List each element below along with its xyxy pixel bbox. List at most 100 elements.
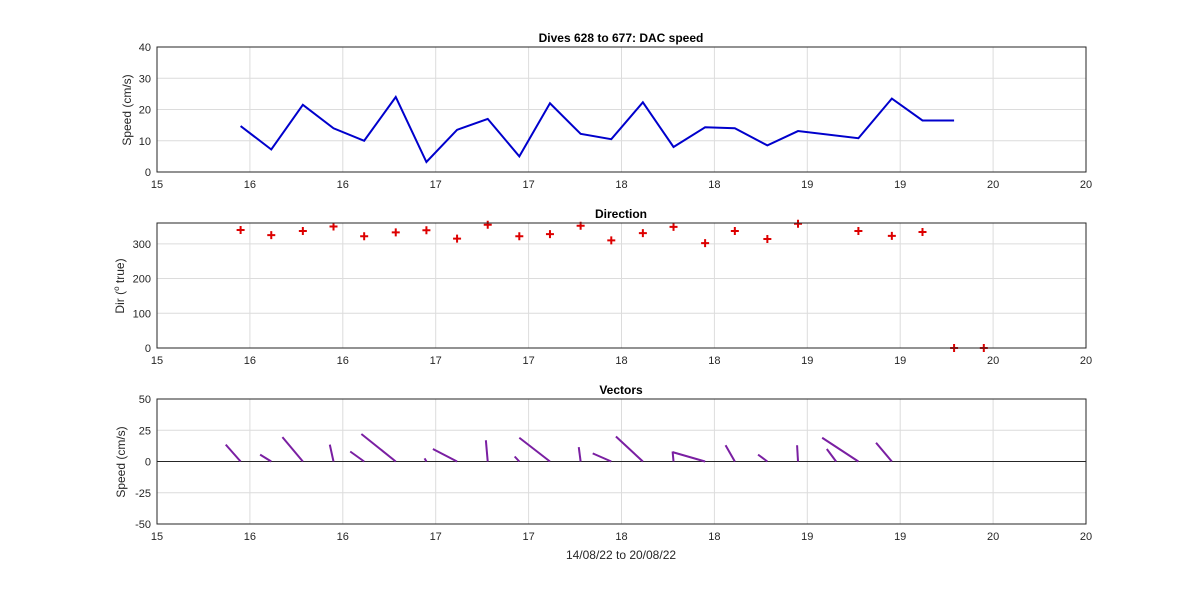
- speed-panel: 15 16 16 17 17 18 18 19 19 20 20 0 10 20 30 40 Dives 62…: [120, 31, 1092, 191]
- speed-x-tick-label: 17: [430, 179, 442, 191]
- vectors-x-tick-label: 18: [708, 531, 720, 543]
- direction-y-tick-label: 100: [133, 308, 151, 320]
- speed-x-tick-label: 19: [801, 179, 813, 191]
- vector-arrow: [592, 452, 612, 463]
- vector-arrow: [224, 443, 242, 463]
- vectors-x-tick-label: 15: [151, 531, 163, 543]
- vectors-y-tick-label: 25: [139, 425, 151, 437]
- direction-y-axis-label: Dir (o true): [112, 258, 127, 313]
- vectors-panel: 15 16 16 17 17 18 18 19 19 20 20 -50 -25 0 25 50 Vector…: [114, 383, 1092, 562]
- direction-chart-title: Direction: [595, 207, 647, 221]
- direction-point: [298, 226, 307, 235]
- speed-series-line: [240, 95, 955, 164]
- speed-y-tick-label: 40: [139, 42, 151, 54]
- vectors-x-tick-label: 18: [615, 531, 627, 543]
- vectors-y-axis-label: Speed (cm/s): [114, 426, 128, 497]
- vectors-chart-title: Vectors: [599, 383, 643, 397]
- speed-axes-box: [156, 46, 1087, 173]
- vectors-x-tick-label: 17: [430, 531, 442, 543]
- speed-chart-title: Dives 628 to 677: DAC speed: [539, 31, 704, 45]
- vector-arrow: [577, 446, 582, 462]
- vectors-x-tick-label: 19: [801, 531, 813, 543]
- direction-x-tick-label: 20: [1080, 355, 1092, 367]
- direction-y-tick-label: 0: [145, 343, 151, 355]
- direction-point: [607, 236, 616, 245]
- direction-point: [918, 228, 927, 237]
- vector-arrow: [484, 440, 489, 462]
- direction-x-tick-label: 17: [430, 355, 442, 367]
- direction-point: [483, 220, 492, 229]
- direction-x-tick-label: 18: [615, 355, 627, 367]
- direction-x-tick-label: 15: [151, 355, 163, 367]
- direction-point: [453, 234, 462, 243]
- direction-x-tick-label: 17: [522, 355, 534, 367]
- vectors-axes-box: [156, 398, 1087, 525]
- vector-arrow: [513, 455, 521, 463]
- direction-axes-box: [156, 222, 1087, 349]
- vector-arrow: [615, 435, 644, 463]
- vector-arrow: [432, 448, 458, 463]
- vector-arrow: [349, 450, 365, 463]
- vectors-x-tick-label: 17: [522, 531, 534, 543]
- vector-arrow: [757, 453, 768, 463]
- vector-arrow: [328, 444, 335, 462]
- vectors-x-tick-label: 20: [987, 531, 999, 543]
- direction-point: [763, 234, 772, 243]
- speed-x-tick-label: 15: [151, 179, 163, 191]
- vectors-y-tick-label: 0: [145, 457, 151, 469]
- speed-x-tick-label: 16: [337, 179, 349, 191]
- vectors-y-tick-label: -50: [135, 519, 151, 531]
- direction-point: [422, 226, 431, 235]
- direction-x-tick-label: 20: [987, 355, 999, 367]
- vector-arrow: [281, 436, 304, 463]
- direction-point: [794, 219, 803, 228]
- direction-y-axis-label-degree: o: [112, 286, 121, 291]
- speed-x-tick-label: 19: [894, 179, 906, 191]
- direction-x-tick-label: 19: [894, 355, 906, 367]
- direction-y-tick-label: 200: [133, 274, 151, 286]
- direction-point: [391, 228, 400, 237]
- vector-arrow: [259, 453, 272, 463]
- direction-y-axis-label-main: Dir (: [113, 291, 127, 314]
- speed-x-tick-label: 18: [615, 179, 627, 191]
- speed-x-tick-label: 16: [244, 179, 256, 191]
- direction-point: [887, 231, 896, 240]
- direction-point: [360, 232, 369, 241]
- direction-y-axis-label-rest: true): [113, 258, 127, 286]
- vector-arrow: [360, 433, 397, 463]
- direction-point: [854, 226, 863, 235]
- direction-point: [701, 239, 710, 248]
- vectors-x-tick-label: 16: [337, 531, 349, 543]
- direction-point: [329, 222, 338, 231]
- direction-x-tick-label: 16: [244, 355, 256, 367]
- direction-x-tick-label: 16: [337, 355, 349, 367]
- direction-x-tick-label: 19: [801, 355, 813, 367]
- vectors-x-tick-label: 19: [894, 531, 906, 543]
- speed-x-tick-label: 20: [987, 179, 999, 191]
- direction-point: [515, 232, 524, 241]
- vectors-y-tick-label: 50: [139, 394, 151, 406]
- vector-arrow: [423, 457, 428, 463]
- direction-point: [267, 231, 276, 240]
- speed-y-axis-label: Speed (cm/s): [120, 74, 134, 145]
- direction-point: [236, 225, 245, 234]
- vector-arrow: [518, 436, 551, 463]
- vectors-x-tick-label: 20: [1080, 531, 1092, 543]
- speed-y-tick-label: 20: [139, 105, 151, 117]
- vector-arrow: [821, 436, 859, 463]
- speed-x-tick-label: 18: [708, 179, 720, 191]
- vector-arrow: [724, 444, 736, 462]
- vectors-x-tick-label: 16: [244, 531, 256, 543]
- direction-point: [545, 230, 554, 239]
- vectors-y-tick-label: -25: [135, 488, 151, 500]
- speed-x-tick-label: 17: [522, 179, 534, 191]
- vectors-x-axis-label: 14/08/22 to 20/08/22: [566, 548, 676, 562]
- speed-x-tick-label: 20: [1080, 179, 1092, 191]
- direction-x-tick-label: 18: [708, 355, 720, 367]
- direction-point: [669, 222, 678, 231]
- speed-y-tick-label: 30: [139, 73, 151, 85]
- vector-arrow: [826, 448, 837, 463]
- direction-point: [730, 226, 739, 235]
